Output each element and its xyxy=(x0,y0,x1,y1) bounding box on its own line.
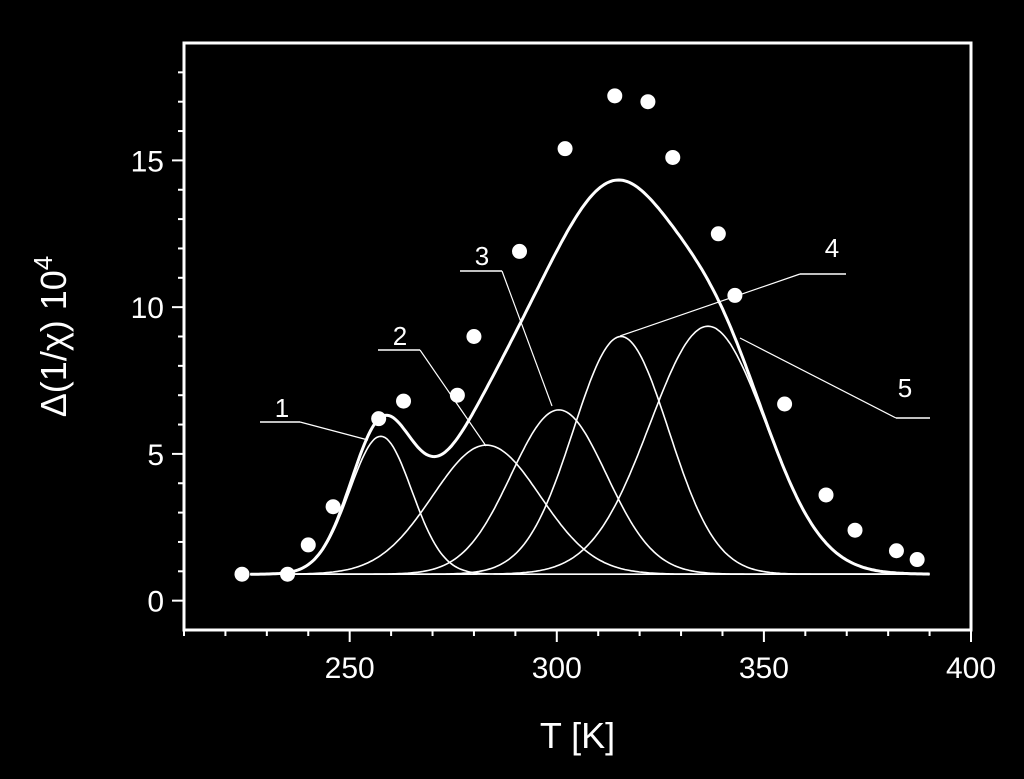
data-point xyxy=(640,94,656,110)
peak-label-leader xyxy=(619,273,801,337)
data-point xyxy=(280,566,296,582)
peak-label-4: 4 xyxy=(825,233,839,263)
y-axis-title: Δ(1/χ) 104 xyxy=(28,256,74,417)
data-point xyxy=(607,88,623,104)
y-tick-label: 5 xyxy=(147,439,164,472)
x-tick-label: 350 xyxy=(739,652,789,685)
data-point xyxy=(371,411,387,427)
y-tick-label: 15 xyxy=(131,145,164,178)
peak-label-1: 1 xyxy=(275,393,289,423)
data-point xyxy=(325,499,341,515)
peak-label-5: 5 xyxy=(898,373,912,403)
x-tick-label: 250 xyxy=(325,652,375,685)
data-point xyxy=(512,243,528,259)
data-point xyxy=(710,226,726,242)
data-point xyxy=(557,141,573,157)
data-point xyxy=(665,149,681,165)
y-tick-label: 0 xyxy=(147,586,164,619)
data-point xyxy=(466,329,482,344)
data-point xyxy=(909,552,925,568)
data-point xyxy=(847,522,863,538)
peak-label-leader xyxy=(501,270,553,407)
fit-sum-curve xyxy=(250,178,930,576)
peak-label-leader xyxy=(739,337,897,419)
data-point xyxy=(234,566,250,582)
component-curve-4 xyxy=(250,335,930,575)
x-axis-title: T [K] xyxy=(540,715,615,756)
data-point xyxy=(300,537,316,553)
y-axis-title-exponent: 4 xyxy=(28,256,58,270)
data-point xyxy=(396,393,412,409)
y-tick-label: 10 xyxy=(131,292,164,325)
x-tick-label: 300 xyxy=(532,652,582,685)
data-point xyxy=(727,287,743,303)
data-point xyxy=(449,387,465,403)
y-axis-title-text: Δ(1/χ) 10 xyxy=(33,270,74,417)
peak-label-3: 3 xyxy=(475,241,489,271)
data-point xyxy=(777,396,793,412)
y-axis-title-group: Δ(1/χ) 104 xyxy=(28,256,74,417)
data-point xyxy=(888,543,904,559)
peak-label-2: 2 xyxy=(393,321,407,351)
component-curve-2 xyxy=(250,444,930,575)
peak-label-leader xyxy=(299,421,369,441)
component-curve-5 xyxy=(250,325,930,575)
x-tick-label: 400 xyxy=(946,652,996,685)
data-point xyxy=(818,487,834,503)
peak-label-leader xyxy=(419,349,487,447)
